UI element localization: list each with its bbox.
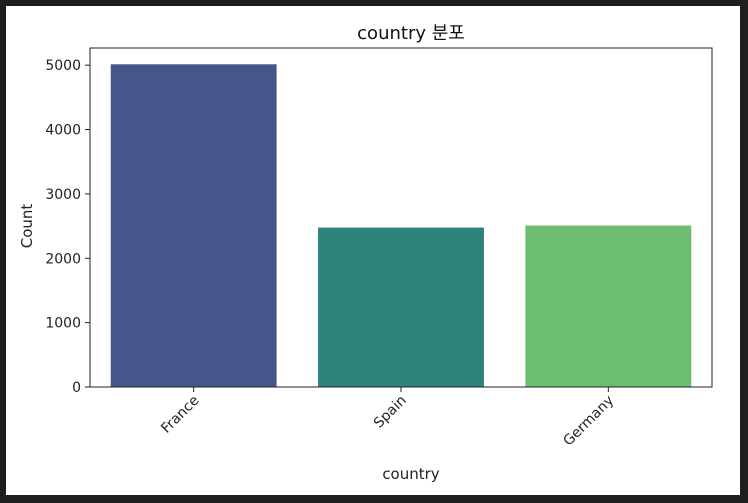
y-ticks-group: 0 1000 2000 3000 4000 5000	[45, 58, 90, 396]
bar-chart: country 분포 Count country 0 1000 2000 3000 40…	[18, 23, 713, 483]
y-tick-label: 1000	[45, 316, 81, 332]
plot-frame	[89, 47, 713, 388]
bars-group	[110, 64, 692, 387]
chart-title: country 분포	[357, 23, 465, 44]
y-tick-label: 5000	[45, 58, 81, 74]
x-tick-label: Spain	[371, 393, 410, 432]
y-axis-label: Count	[18, 204, 36, 249]
bar-germany	[525, 225, 692, 387]
x-axis-label: country	[382, 465, 439, 483]
chart-figure: country 분포 Count country 0 1000 2000 3000 40…	[6, 6, 740, 495]
y-tick-label: 3000	[45, 187, 81, 203]
y-tick-label: 0	[72, 380, 81, 396]
y-tick-label: 4000	[45, 123, 81, 139]
x-tick-label: France	[158, 393, 202, 437]
x-tick-label: Germany	[560, 393, 617, 450]
x-ticks-group: France Spain Germany	[158, 387, 617, 449]
y-tick-label: 2000	[45, 251, 81, 267]
bar-france	[110, 64, 277, 387]
bar-spain	[318, 227, 484, 387]
